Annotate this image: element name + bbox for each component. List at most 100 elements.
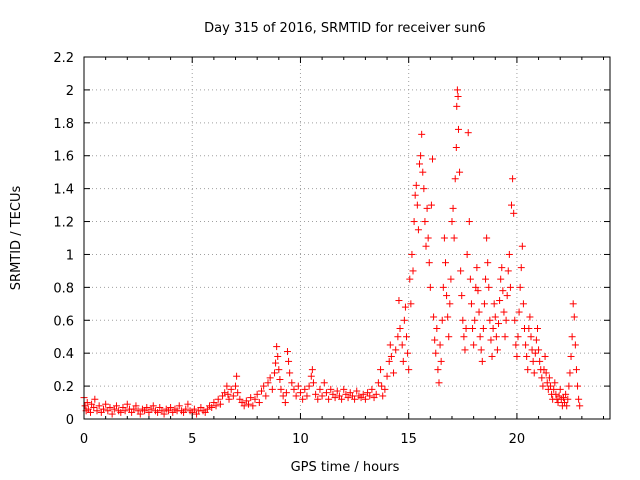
x-tick-label: 15 [400,432,417,447]
data-point [530,369,538,377]
data-point [277,385,285,393]
data-point [121,407,129,415]
data-point [571,341,579,349]
data-point [406,275,414,283]
data-point [473,264,481,272]
data-point [550,385,558,393]
data-point [426,283,434,291]
data-point [314,395,322,403]
chart-title: Day 315 of 2016, SRMTID for receiver sun… [204,21,486,36]
data-point [489,325,497,332]
data-point [532,336,540,344]
data-point [570,313,578,321]
data-point [413,201,421,209]
data-point [257,387,265,395]
data-point [149,402,157,410]
data-point [160,410,168,418]
data-point [576,402,584,410]
data-point [353,387,361,395]
data-point [514,333,522,341]
data-point [405,366,413,374]
data-point [535,346,543,354]
data-point [416,160,424,168]
data-point [303,392,311,400]
data-point [526,313,534,321]
data-point [216,400,224,408]
data-point [536,357,544,365]
data-points [80,86,584,418]
data-point [460,333,468,341]
y-tick-label: 0.2 [53,380,74,395]
data-point [427,201,435,209]
data-point [227,385,235,393]
data-point [409,267,417,275]
data-point [500,308,508,316]
data-point [467,300,475,308]
data-point [492,333,500,341]
data-point [274,352,282,360]
data-point [312,390,320,398]
data-point [458,292,466,300]
data-point [392,346,400,354]
data-point [279,392,287,400]
data-point [344,394,352,402]
data-point [469,325,477,332]
y-tick-label: 2 [66,84,74,99]
data-point [451,175,459,183]
data-point [444,313,452,321]
data-point [112,402,120,410]
data-point [272,359,280,367]
data-point [251,395,259,403]
data-point [523,352,531,360]
data-point [387,352,395,360]
data-point [452,144,460,151]
data-point [351,395,359,403]
data-point [225,395,233,403]
x-tick-label: 5 [188,432,196,447]
data-point [361,395,369,403]
data-point [398,341,406,349]
data-point [106,403,114,411]
data-point [562,390,570,398]
data-point [504,267,512,275]
data-point [463,250,471,258]
data-point [568,333,576,341]
data-point [383,372,391,380]
data-point [438,316,446,324]
data-point [212,402,220,410]
data-point [123,400,131,408]
data-point [505,250,513,258]
data-point [462,325,470,332]
data-point [517,264,525,272]
data-point [439,283,447,291]
data-point [419,168,427,176]
data-point [511,316,519,324]
data-point [545,374,553,382]
y-tick-label: 1.2 [53,216,74,231]
data-point [285,357,293,365]
data-point [522,341,530,349]
data-point [325,395,333,403]
data-point [450,234,458,242]
data-point [490,300,498,308]
data-point [449,204,457,212]
data-point [543,379,551,387]
data-point [292,392,300,400]
data-point [430,313,438,321]
data-point [404,349,412,357]
data-point [132,402,140,410]
data-point [466,275,474,283]
data-point [453,86,461,94]
data-point [294,382,302,390]
data-point [486,316,494,324]
data-point [282,389,290,397]
y-tick-label: 0.8 [53,281,74,296]
data-point [318,392,326,400]
data-point [308,366,316,374]
data-point [154,408,162,416]
data-point [454,92,462,100]
data-point [525,325,533,332]
data-point [255,399,263,407]
data-point [513,352,521,360]
